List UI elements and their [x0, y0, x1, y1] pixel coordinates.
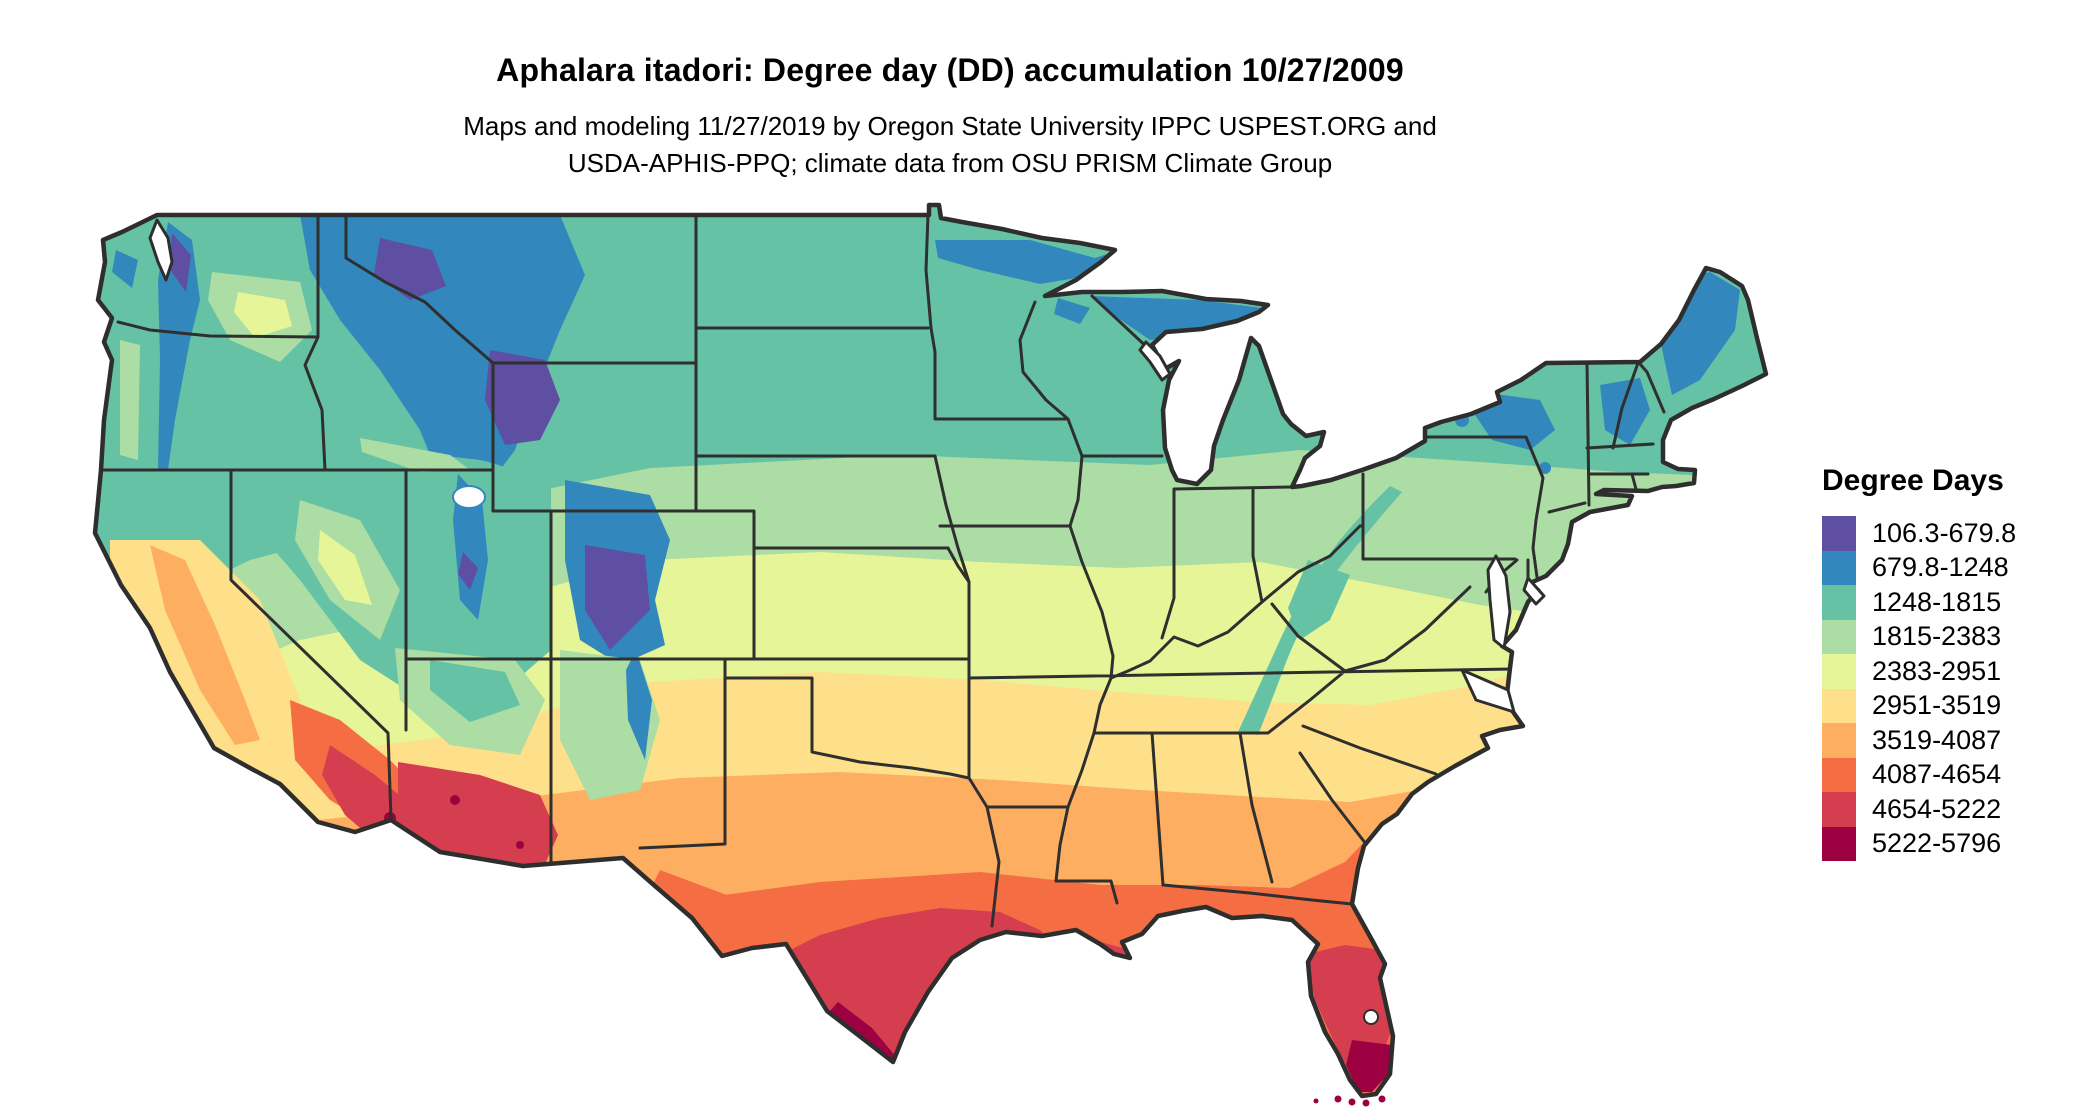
- legend-rows: 106.3-679.8 679.8-1248 1248-1815 1815-2383 2…: [1822, 516, 2092, 861]
- olympics-blue: [112, 250, 138, 288]
- legend-color-swatch: [1822, 619, 1856, 654]
- pamlico-sound: [1460, 668, 1516, 714]
- legend-color-swatch: [1822, 516, 1856, 551]
- great-salt-lake: [452, 485, 486, 509]
- legend-color-swatch: [1822, 723, 1856, 758]
- green-white-mountains-blue: [1600, 378, 1650, 445]
- legend-color-swatch: [1822, 757, 1856, 792]
- legend-entry: 1248-1815: [1822, 585, 2092, 620]
- chesapeake-bay: [1486, 554, 1512, 650]
- snake-plain-green: [360, 438, 470, 472]
- green-bay: [1138, 340, 1172, 382]
- legend-entry: 4654-5222: [1822, 792, 2092, 827]
- delaware-bay: [1522, 576, 1546, 606]
- subtitle-line-2: USDA-APHIS-PPQ; climate data from OSU PR…: [567, 148, 1333, 178]
- legend-title: Degree Days: [1822, 464, 2004, 497]
- degree-days-legend: Degree Days 106.3-679.8 679.8-1248 1248-18…: [1822, 464, 2092, 861]
- subtitle-line-1: Maps and modeling 11/27/2019 by Oregon S…: [463, 111, 1437, 141]
- legend-range-label: 1248-1815: [1872, 586, 2002, 617]
- legend-range-label: 2951-3519: [1872, 690, 2002, 721]
- legend-range-label: 106.3-679.8: [1872, 517, 2017, 548]
- legend-entry: 4087-4654: [1822, 757, 2092, 792]
- puget-sound: [148, 218, 174, 282]
- water-bodies: [148, 218, 1546, 1025]
- central-valley-orange: [150, 545, 260, 745]
- state-borders-path: [99, 213, 1666, 928]
- wasatch-purple-spot: [458, 552, 478, 590]
- legend-color-swatch: [1822, 550, 1856, 585]
- willamette-valley-green: [120, 340, 140, 460]
- legend-color-swatch: [1822, 688, 1856, 723]
- cascades-purple-spots: [169, 233, 191, 292]
- sangre-de-cristo-blue: [626, 650, 652, 760]
- upper-peninsula-blue: [1090, 296, 1262, 340]
- west-virginia-teal: [1288, 560, 1350, 640]
- legend-entry: 2383-2951: [1822, 654, 2092, 689]
- legend-color-swatch: [1822, 826, 1856, 861]
- columbia-basin-yellow: [234, 292, 292, 338]
- legend-entry: 5222-5796: [1822, 826, 2092, 861]
- catskills-blue-spot: [1539, 462, 1551, 474]
- legend-range-label: 5222-5796: [1872, 828, 2002, 859]
- legend-range-label: 4087-4654: [1872, 759, 2002, 790]
- big-bend-dark-orange: [650, 870, 790, 960]
- lake-okeechobee: [1363, 1009, 1379, 1025]
- key-island: [1334, 1095, 1342, 1103]
- state-borders: [99, 213, 1666, 928]
- yellowstone-purple: [485, 350, 560, 445]
- phoenix-magenta-spot: [450, 795, 460, 805]
- mogollon-rim-teal: [430, 660, 520, 722]
- legend-color-swatch: [1822, 585, 1856, 620]
- colorado-rockies-purple: [585, 545, 650, 650]
- legend-entry: 2951-3519: [1822, 688, 2092, 723]
- legend-range-label: 4654-5222: [1872, 793, 2002, 824]
- page-subtitle: Maps and modeling 11/27/2019 by Oregon S…: [0, 108, 1900, 182]
- key-island: [1378, 1095, 1386, 1103]
- legend-range-label: 3519-4087: [1872, 724, 2002, 755]
- south-texas-red: [95, 908, 1120, 1096]
- legend-range-label: 679.8-1248: [1872, 552, 2009, 583]
- legend-color-swatch: [1822, 792, 1856, 827]
- legend-entry: 3519-4087: [1822, 723, 2092, 758]
- legend-entry: 679.8-1248: [1822, 550, 2092, 585]
- legend-range-label: 2383-2951: [1872, 655, 2002, 686]
- legend-color-swatch: [1822, 654, 1856, 689]
- legend-entry: 106.3-679.8: [1822, 516, 2092, 551]
- nevada-valley-yellow: [318, 530, 372, 605]
- legend-range-label: 1815-2383: [1872, 621, 2002, 652]
- key-island: [1348, 1098, 1356, 1106]
- south-florida-magenta: [1346, 1040, 1392, 1092]
- north-wisconsin-blue: [1054, 298, 1090, 324]
- legend-entry: 1815-2383: [1822, 619, 2092, 654]
- key-island: [1362, 1099, 1370, 1107]
- cascades-blue: [158, 222, 200, 470]
- conus-outline: [92, 202, 1769, 1099]
- arizona-desert-red: [398, 762, 558, 866]
- map-fill-regions: [95, 205, 1766, 1096]
- page-title: Aphalara itadori: Degree day (DD) accumu…: [496, 52, 1404, 88]
- wasatch-blue: [453, 474, 488, 620]
- key-island: [1313, 1098, 1319, 1104]
- north-minnesota-blue: [935, 240, 1113, 284]
- tucson-magenta-spot: [516, 841, 524, 849]
- florida-keys: [1313, 1095, 1386, 1107]
